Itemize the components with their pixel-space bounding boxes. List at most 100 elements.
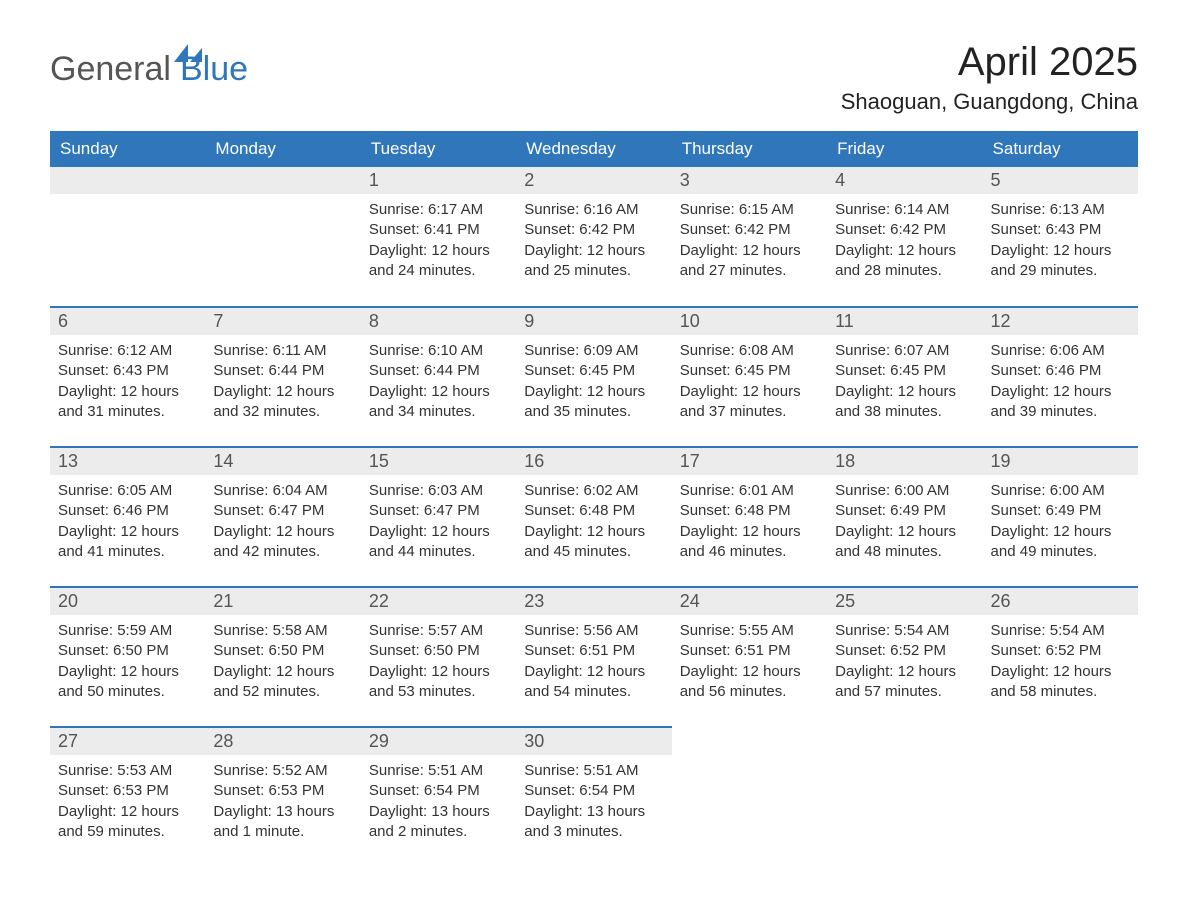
sunset-line: Sunset: 6:47 PM xyxy=(369,501,508,521)
calendar-day-cell: 28Sunrise: 5:52 AMSunset: 6:53 PMDayligh… xyxy=(205,727,360,867)
calendar-day-cell: 7Sunrise: 6:11 AMSunset: 6:44 PMDaylight… xyxy=(205,307,360,447)
logo-sail-icon xyxy=(174,32,202,71)
day-details: Sunrise: 5:58 AMSunset: 6:50 PMDaylight:… xyxy=(205,615,360,712)
sunset-line: Sunset: 6:50 PM xyxy=(369,641,508,661)
calendar-day-cell: 25Sunrise: 5:54 AMSunset: 6:52 PMDayligh… xyxy=(827,587,982,727)
daylight-line: Daylight: 12 hours and 34 minutes. xyxy=(369,382,508,423)
day-details: Sunrise: 5:52 AMSunset: 6:53 PMDaylight:… xyxy=(205,755,360,852)
sunrise-line: Sunrise: 6:05 AM xyxy=(58,481,197,501)
daylight-line: Daylight: 12 hours and 28 minutes. xyxy=(835,241,974,282)
calendar-day-cell: 4Sunrise: 6:14 AMSunset: 6:42 PMDaylight… xyxy=(827,167,982,307)
sunset-line: Sunset: 6:48 PM xyxy=(524,501,663,521)
weekday-header: Monday xyxy=(205,131,360,167)
sunset-line: Sunset: 6:42 PM xyxy=(524,220,663,240)
daylight-line: Daylight: 12 hours and 45 minutes. xyxy=(524,522,663,563)
calendar-day-cell xyxy=(983,727,1138,867)
day-number: 1 xyxy=(361,167,516,194)
header: General Blue April 2025 Shaoguan, Guangd… xyxy=(50,40,1138,127)
day-number: 9 xyxy=(516,308,671,335)
calendar-day-cell: 9Sunrise: 6:09 AMSunset: 6:45 PMDaylight… xyxy=(516,307,671,447)
sunset-line: Sunset: 6:42 PM xyxy=(835,220,974,240)
weekday-header: Wednesday xyxy=(516,131,671,167)
day-details: Sunrise: 6:08 AMSunset: 6:45 PMDaylight:… xyxy=(672,335,827,432)
calendar-day-cell: 26Sunrise: 5:54 AMSunset: 6:52 PMDayligh… xyxy=(983,587,1138,727)
day-number: 15 xyxy=(361,448,516,475)
sunrise-line: Sunrise: 6:01 AM xyxy=(680,481,819,501)
daylight-line: Daylight: 12 hours and 58 minutes. xyxy=(991,662,1130,703)
day-details: Sunrise: 6:03 AMSunset: 6:47 PMDaylight:… xyxy=(361,475,516,572)
sunset-line: Sunset: 6:44 PM xyxy=(369,361,508,381)
day-details: Sunrise: 6:04 AMSunset: 6:47 PMDaylight:… xyxy=(205,475,360,572)
calendar-day-cell: 30Sunrise: 5:51 AMSunset: 6:54 PMDayligh… xyxy=(516,727,671,867)
sunrise-line: Sunrise: 5:54 AM xyxy=(991,621,1130,641)
sunrise-line: Sunrise: 6:00 AM xyxy=(835,481,974,501)
daylight-line: Daylight: 12 hours and 32 minutes. xyxy=(213,382,352,423)
day-number: 26 xyxy=(983,588,1138,615)
day-details: Sunrise: 6:11 AMSunset: 6:44 PMDaylight:… xyxy=(205,335,360,432)
sunrise-line: Sunrise: 6:11 AM xyxy=(213,341,352,361)
day-details: Sunrise: 6:00 AMSunset: 6:49 PMDaylight:… xyxy=(827,475,982,572)
day-number: 30 xyxy=(516,728,671,755)
day-details: Sunrise: 6:01 AMSunset: 6:48 PMDaylight:… xyxy=(672,475,827,572)
calendar-day-cell: 22Sunrise: 5:57 AMSunset: 6:50 PMDayligh… xyxy=(361,587,516,727)
day-details: Sunrise: 6:12 AMSunset: 6:43 PMDaylight:… xyxy=(50,335,205,432)
day-number: 5 xyxy=(983,167,1138,194)
sunrise-line: Sunrise: 6:03 AM xyxy=(369,481,508,501)
day-number: 23 xyxy=(516,588,671,615)
calendar-day-cell: 5Sunrise: 6:13 AMSunset: 6:43 PMDaylight… xyxy=(983,167,1138,307)
calendar-day-cell: 29Sunrise: 5:51 AMSunset: 6:54 PMDayligh… xyxy=(361,727,516,867)
calendar-week-row: 27Sunrise: 5:53 AMSunset: 6:53 PMDayligh… xyxy=(50,727,1138,867)
calendar-day-cell: 19Sunrise: 6:00 AMSunset: 6:49 PMDayligh… xyxy=(983,447,1138,587)
sunrise-line: Sunrise: 6:13 AM xyxy=(991,200,1130,220)
day-details: Sunrise: 6:17 AMSunset: 6:41 PMDaylight:… xyxy=(361,194,516,291)
day-details: Sunrise: 6:14 AMSunset: 6:42 PMDaylight:… xyxy=(827,194,982,291)
sunrise-line: Sunrise: 6:04 AM xyxy=(213,481,352,501)
calendar-day-cell: 10Sunrise: 6:08 AMSunset: 6:45 PMDayligh… xyxy=(672,307,827,447)
daylight-line: Daylight: 12 hours and 25 minutes. xyxy=(524,241,663,282)
sunset-line: Sunset: 6:49 PM xyxy=(991,501,1130,521)
day-number: 21 xyxy=(205,588,360,615)
sunrise-line: Sunrise: 6:08 AM xyxy=(680,341,819,361)
sunrise-line: Sunrise: 5:51 AM xyxy=(369,761,508,781)
day-number: 13 xyxy=(50,448,205,475)
daylight-line: Daylight: 12 hours and 24 minutes. xyxy=(369,241,508,282)
daylight-line: Daylight: 13 hours and 1 minute. xyxy=(213,802,352,843)
daylight-line: Daylight: 12 hours and 56 minutes. xyxy=(680,662,819,703)
sunset-line: Sunset: 6:50 PM xyxy=(213,641,352,661)
day-details: Sunrise: 5:54 AMSunset: 6:52 PMDaylight:… xyxy=(827,615,982,712)
sunrise-line: Sunrise: 5:53 AM xyxy=(58,761,197,781)
daylight-line: Daylight: 12 hours and 59 minutes. xyxy=(58,802,197,843)
sunrise-line: Sunrise: 5:57 AM xyxy=(369,621,508,641)
sunset-line: Sunset: 6:49 PM xyxy=(835,501,974,521)
calendar-week-row: 6Sunrise: 6:12 AMSunset: 6:43 PMDaylight… xyxy=(50,307,1138,447)
day-number: 4 xyxy=(827,167,982,194)
daylight-line: Daylight: 12 hours and 35 minutes. xyxy=(524,382,663,423)
calendar-day-cell: 24Sunrise: 5:55 AMSunset: 6:51 PMDayligh… xyxy=(672,587,827,727)
day-details: Sunrise: 6:05 AMSunset: 6:46 PMDaylight:… xyxy=(50,475,205,572)
weekday-header: Sunday xyxy=(50,131,205,167)
calendar-day-cell xyxy=(827,727,982,867)
day-details: Sunrise: 5:53 AMSunset: 6:53 PMDaylight:… xyxy=(50,755,205,852)
day-number: 16 xyxy=(516,448,671,475)
sunset-line: Sunset: 6:47 PM xyxy=(213,501,352,521)
location-subtitle: Shaoguan, Guangdong, China xyxy=(841,89,1138,115)
calendar-day-cell: 23Sunrise: 5:56 AMSunset: 6:51 PMDayligh… xyxy=(516,587,671,727)
sunset-line: Sunset: 6:45 PM xyxy=(524,361,663,381)
sunrise-line: Sunrise: 6:12 AM xyxy=(58,341,197,361)
sunset-line: Sunset: 6:52 PM xyxy=(835,641,974,661)
sunset-line: Sunset: 6:51 PM xyxy=(524,641,663,661)
daylight-line: Daylight: 12 hours and 50 minutes. xyxy=(58,662,197,703)
daylight-line: Daylight: 12 hours and 54 minutes. xyxy=(524,662,663,703)
day-number: 11 xyxy=(827,308,982,335)
sunset-line: Sunset: 6:51 PM xyxy=(680,641,819,661)
sunset-line: Sunset: 6:54 PM xyxy=(524,781,663,801)
daylight-line: Daylight: 12 hours and 37 minutes. xyxy=(680,382,819,423)
sunset-line: Sunset: 6:46 PM xyxy=(991,361,1130,381)
day-number: 10 xyxy=(672,308,827,335)
day-number: 20 xyxy=(50,588,205,615)
day-number: 14 xyxy=(205,448,360,475)
day-details: Sunrise: 6:02 AMSunset: 6:48 PMDaylight:… xyxy=(516,475,671,572)
sunrise-line: Sunrise: 5:51 AM xyxy=(524,761,663,781)
calendar-day-cell: 2Sunrise: 6:16 AMSunset: 6:42 PMDaylight… xyxy=(516,167,671,307)
calendar-header-row: SundayMondayTuesdayWednesdayThursdayFrid… xyxy=(50,131,1138,167)
